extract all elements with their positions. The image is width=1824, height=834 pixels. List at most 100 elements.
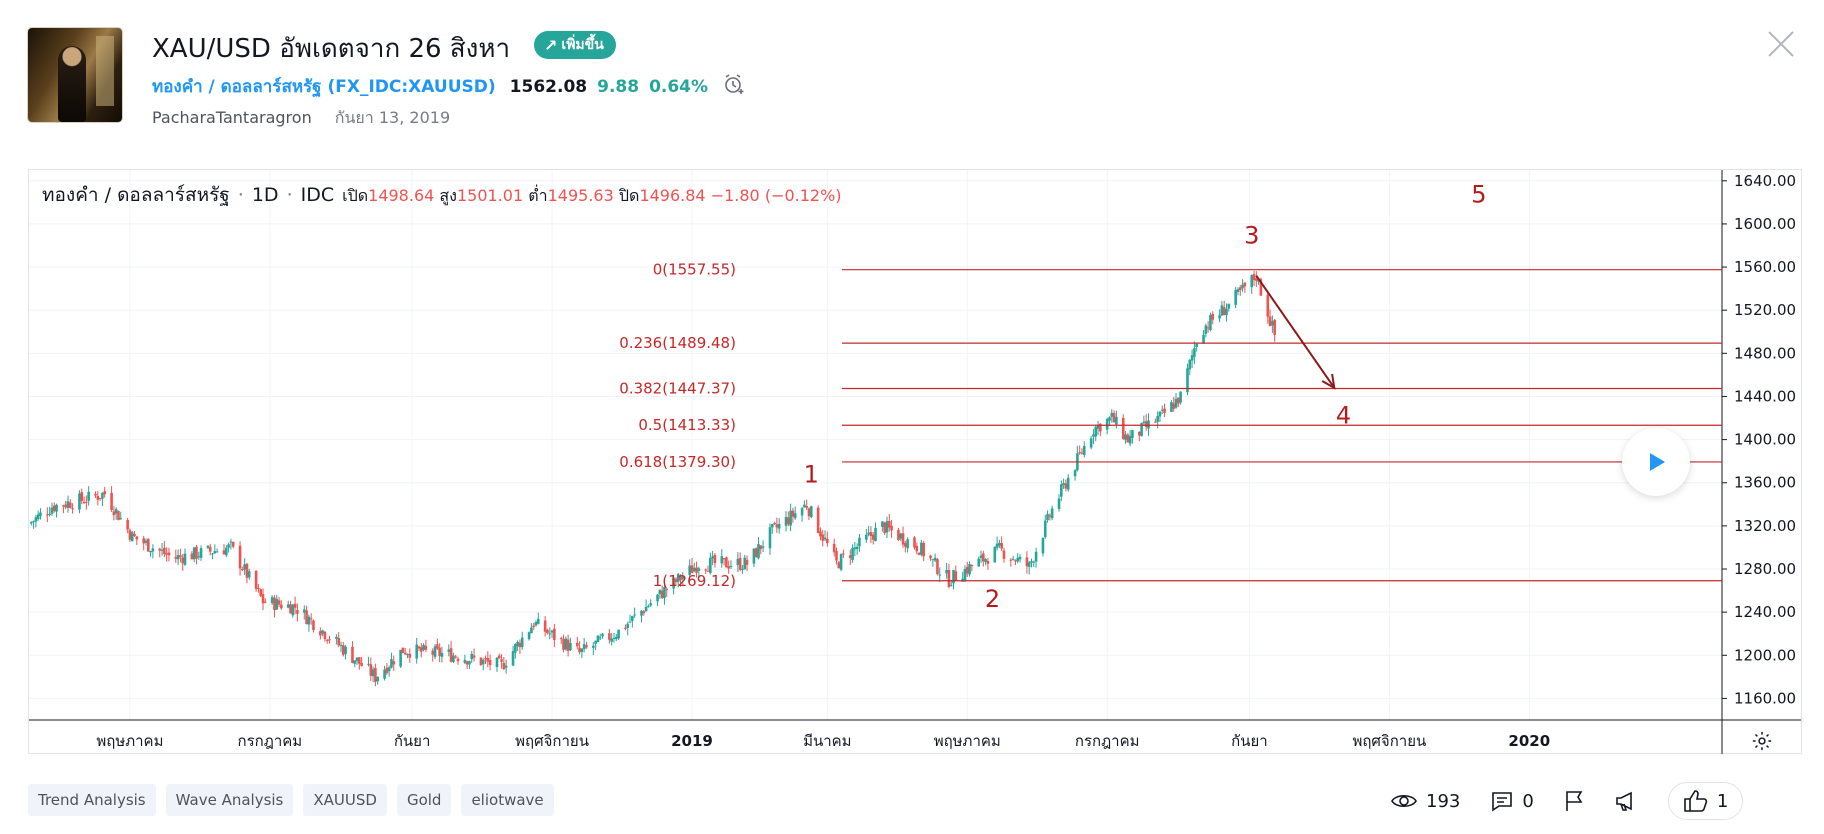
candle-body — [504, 665, 508, 668]
share-button[interactable] — [1614, 790, 1638, 812]
candle-body — [408, 653, 412, 658]
candle-body — [341, 645, 345, 655]
candle-body — [543, 620, 547, 632]
fib-level-label: 1(1269.12) — [653, 572, 736, 590]
comments-stat[interactable]: 0 — [1490, 790, 1534, 812]
chart-frame[interactable] — [28, 169, 1802, 754]
candle-body — [1163, 408, 1166, 413]
symbol-link[interactable]: ทองคำ / ดอลลาร์สหรัฐ (FX_IDC:XAUUSD) — [152, 77, 496, 97]
candle-body — [585, 645, 588, 648]
candle-body — [1268, 316, 1272, 327]
candle-body — [337, 637, 340, 646]
candle-body — [823, 537, 827, 540]
candle-body — [594, 640, 597, 644]
candle-body — [254, 571, 258, 589]
eye-icon — [1391, 794, 1417, 808]
close-icon[interactable] — [1765, 28, 1797, 60]
candle-body — [672, 577, 675, 589]
tag-wave-analysis[interactable]: Wave Analysis — [165, 784, 294, 816]
candle-body — [1252, 274, 1256, 281]
candle-body — [1062, 483, 1065, 486]
play-button[interactable] — [1622, 428, 1690, 496]
flag-button[interactable] — [1564, 790, 1584, 812]
candle-body — [1206, 327, 1210, 329]
legend-close: 1496.84 — [639, 186, 706, 205]
candle-body — [793, 513, 797, 519]
price-tick-label: 1600.00 — [1734, 215, 1796, 233]
candle-body — [110, 492, 113, 510]
alarm-clock-icon[interactable] — [722, 72, 746, 101]
candle-body — [979, 555, 983, 558]
candle-body — [1138, 431, 1141, 436]
candle-body — [1172, 403, 1176, 409]
candle-body — [1094, 426, 1098, 437]
candle-body — [527, 632, 531, 640]
candle-body — [736, 558, 740, 565]
candle-body — [759, 545, 763, 550]
candle-body — [1186, 368, 1189, 393]
candle-body — [1124, 434, 1127, 440]
tag-gold[interactable]: Gold — [396, 784, 452, 816]
tag-eliotwave[interactable]: eliotwave — [461, 784, 554, 816]
candle-body — [1227, 303, 1231, 309]
candle-body — [277, 600, 281, 605]
candle-body — [39, 512, 42, 516]
time-tick-label: กรกฎาคม — [238, 732, 303, 750]
candle-body — [931, 559, 935, 561]
candle-body — [165, 553, 168, 555]
candle-body — [1096, 424, 1100, 429]
candle-body — [1131, 430, 1134, 438]
author-name[interactable]: PacharaTantaragron — [152, 108, 312, 127]
candle-body — [275, 598, 279, 610]
legend-ohlc: เปิด1498.64 สูง1501.01 ต่ำ1495.63 ปิด149… — [342, 186, 842, 205]
candle-body — [500, 659, 503, 662]
chart-legend: ทองคำ / ดอลลาร์สหรัฐ · 1D · IDC เปิด1498… — [42, 180, 842, 210]
candle-body — [706, 570, 710, 572]
wave-arrow-head — [1321, 373, 1336, 390]
tag-xauusd[interactable]: XAUUSD — [303, 784, 387, 816]
candle-body — [1014, 560, 1017, 562]
candle-body — [436, 644, 439, 649]
candle-body — [853, 547, 857, 550]
gear-icon[interactable] — [1751, 730, 1773, 752]
like-button[interactable]: 1 — [1667, 782, 1744, 820]
candle-body — [982, 553, 985, 562]
fib-level-label: 0.5(1413.33) — [638, 416, 736, 434]
candle-body — [631, 616, 634, 621]
candle-body — [890, 525, 893, 531]
candle-body — [160, 549, 164, 551]
candle-body — [224, 547, 228, 556]
price-tick-label: 1560.00 — [1734, 258, 1796, 276]
candle-body — [259, 589, 262, 596]
candle-body — [1211, 313, 1215, 320]
author-avatar[interactable] — [28, 28, 122, 122]
candle-body — [243, 564, 246, 570]
candle-body — [101, 492, 104, 499]
candle-body — [1170, 402, 1173, 412]
candle-body — [199, 548, 203, 558]
candle-body — [936, 559, 939, 575]
candle-body — [569, 642, 572, 651]
candle-body — [360, 662, 363, 666]
candle-body — [66, 501, 70, 508]
candle-body — [339, 645, 343, 647]
candle-body — [777, 523, 781, 529]
candle-body — [1041, 538, 1045, 554]
tag-trend-analysis[interactable]: Trend Analysis — [28, 784, 156, 816]
candle-body — [417, 646, 421, 649]
flag-icon — [1566, 791, 1583, 811]
candle-body — [1050, 508, 1054, 519]
candle-body — [1147, 420, 1150, 429]
candle-body — [1060, 484, 1063, 497]
candle-body — [151, 548, 155, 552]
candle-body — [773, 522, 776, 524]
candle-body — [454, 656, 457, 658]
arrow-up-right-icon: ↗ — [544, 35, 558, 55]
candle-body — [546, 629, 549, 634]
candle-body — [486, 657, 490, 662]
candle-body — [566, 639, 570, 652]
candle-body — [945, 569, 948, 574]
candle-body — [174, 556, 178, 559]
price-tick-label: 1320.00 — [1734, 517, 1796, 535]
